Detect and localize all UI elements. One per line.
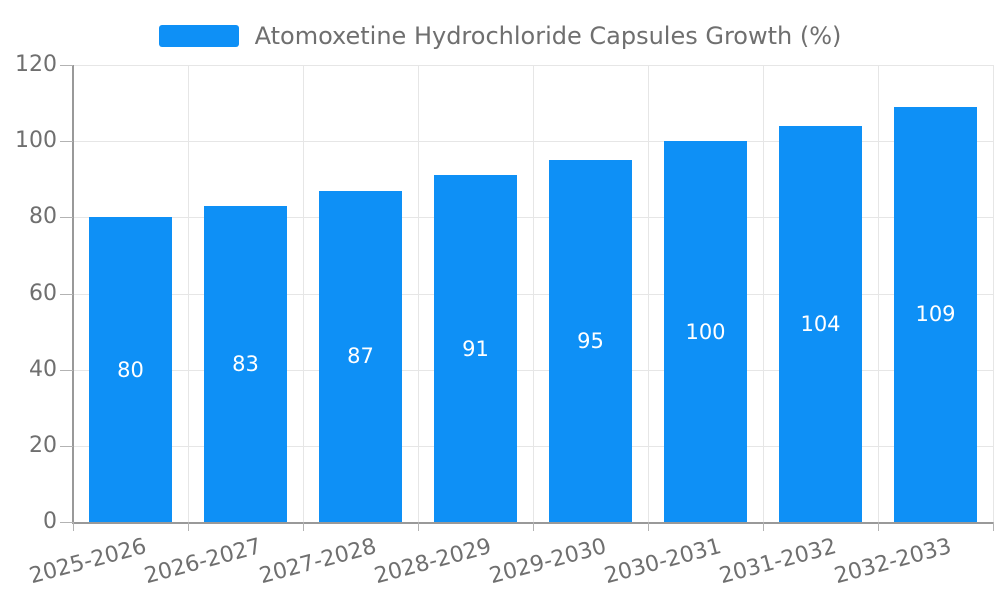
gridline-vertical [418,65,419,522]
x-axis-tick-label: 2025-2026 [26,534,149,590]
y-axis-tick [60,217,73,219]
x-axis-tick-label: 2031-2032 [716,534,839,590]
x-axis-tick [648,522,649,531]
bar [549,160,632,522]
gridline-vertical [993,65,994,522]
x-axis-tick-label: 2028-2029 [371,534,494,590]
legend-label: Atomoxetine Hydrochloride Capsules Growt… [254,22,842,50]
bar-value-label: 100 [685,319,726,344]
gridline-vertical [878,65,879,522]
y-axis-tick-label: 100 [15,128,57,154]
y-axis-tick-label: 20 [29,432,57,458]
bar [894,106,977,522]
y-axis-tick-label: 40 [29,356,57,382]
x-axis-tick [878,522,879,531]
y-axis-tick [60,445,73,447]
y-axis-tick [60,65,73,66]
x-axis-tick-label: 2032-2033 [831,534,954,590]
bar [89,217,172,522]
y-axis-tick-label: 60 [29,280,57,306]
bar [434,175,517,522]
y-axis-tick [60,522,73,523]
x-axis-tick-label: 2030-2031 [601,534,724,590]
bar [664,141,747,522]
legend-swatch [158,25,239,47]
bar-value-label: 87 [347,344,374,369]
bar-value-label: 91 [462,336,489,361]
y-axis-tick-label: 0 [43,509,57,534]
bar-value-label: 80 [117,357,144,382]
y-axis-line [72,65,74,522]
bar [204,205,287,522]
bar-value-label: 83 [232,352,259,376]
x-axis-tick-label: 2027-2028 [256,534,379,590]
gridline-vertical [648,65,649,522]
x-axis-tick-label: 2029-2030 [486,534,609,590]
y-axis-tick [60,293,73,295]
gridline-vertical [763,65,764,522]
bar-value-label: 104 [800,312,841,336]
x-axis-tick [188,522,189,531]
gridline-vertical [303,65,304,522]
gridline-vertical [188,65,189,522]
x-axis-tick-label: 2026-2027 [141,534,264,590]
x-axis-tick [303,522,304,531]
x-axis-tick [418,522,419,531]
bar-value-label: 95 [577,329,604,354]
bar [319,190,402,522]
y-axis-tick-label: 80 [29,204,57,230]
y-axis-tick-label: 120 [15,52,57,77]
x-axis-tick [993,522,994,531]
x-axis-tick [533,522,534,531]
y-axis-tick [60,141,73,143]
bar [779,125,862,522]
gridline-vertical [533,65,534,522]
chart-legend: Atomoxetine Hydrochloride Capsules Growt… [0,22,1000,50]
x-axis-tick [73,522,74,531]
x-axis-tick [763,522,764,531]
bar-value-label: 109 [915,302,956,327]
y-axis-tick [60,369,73,371]
